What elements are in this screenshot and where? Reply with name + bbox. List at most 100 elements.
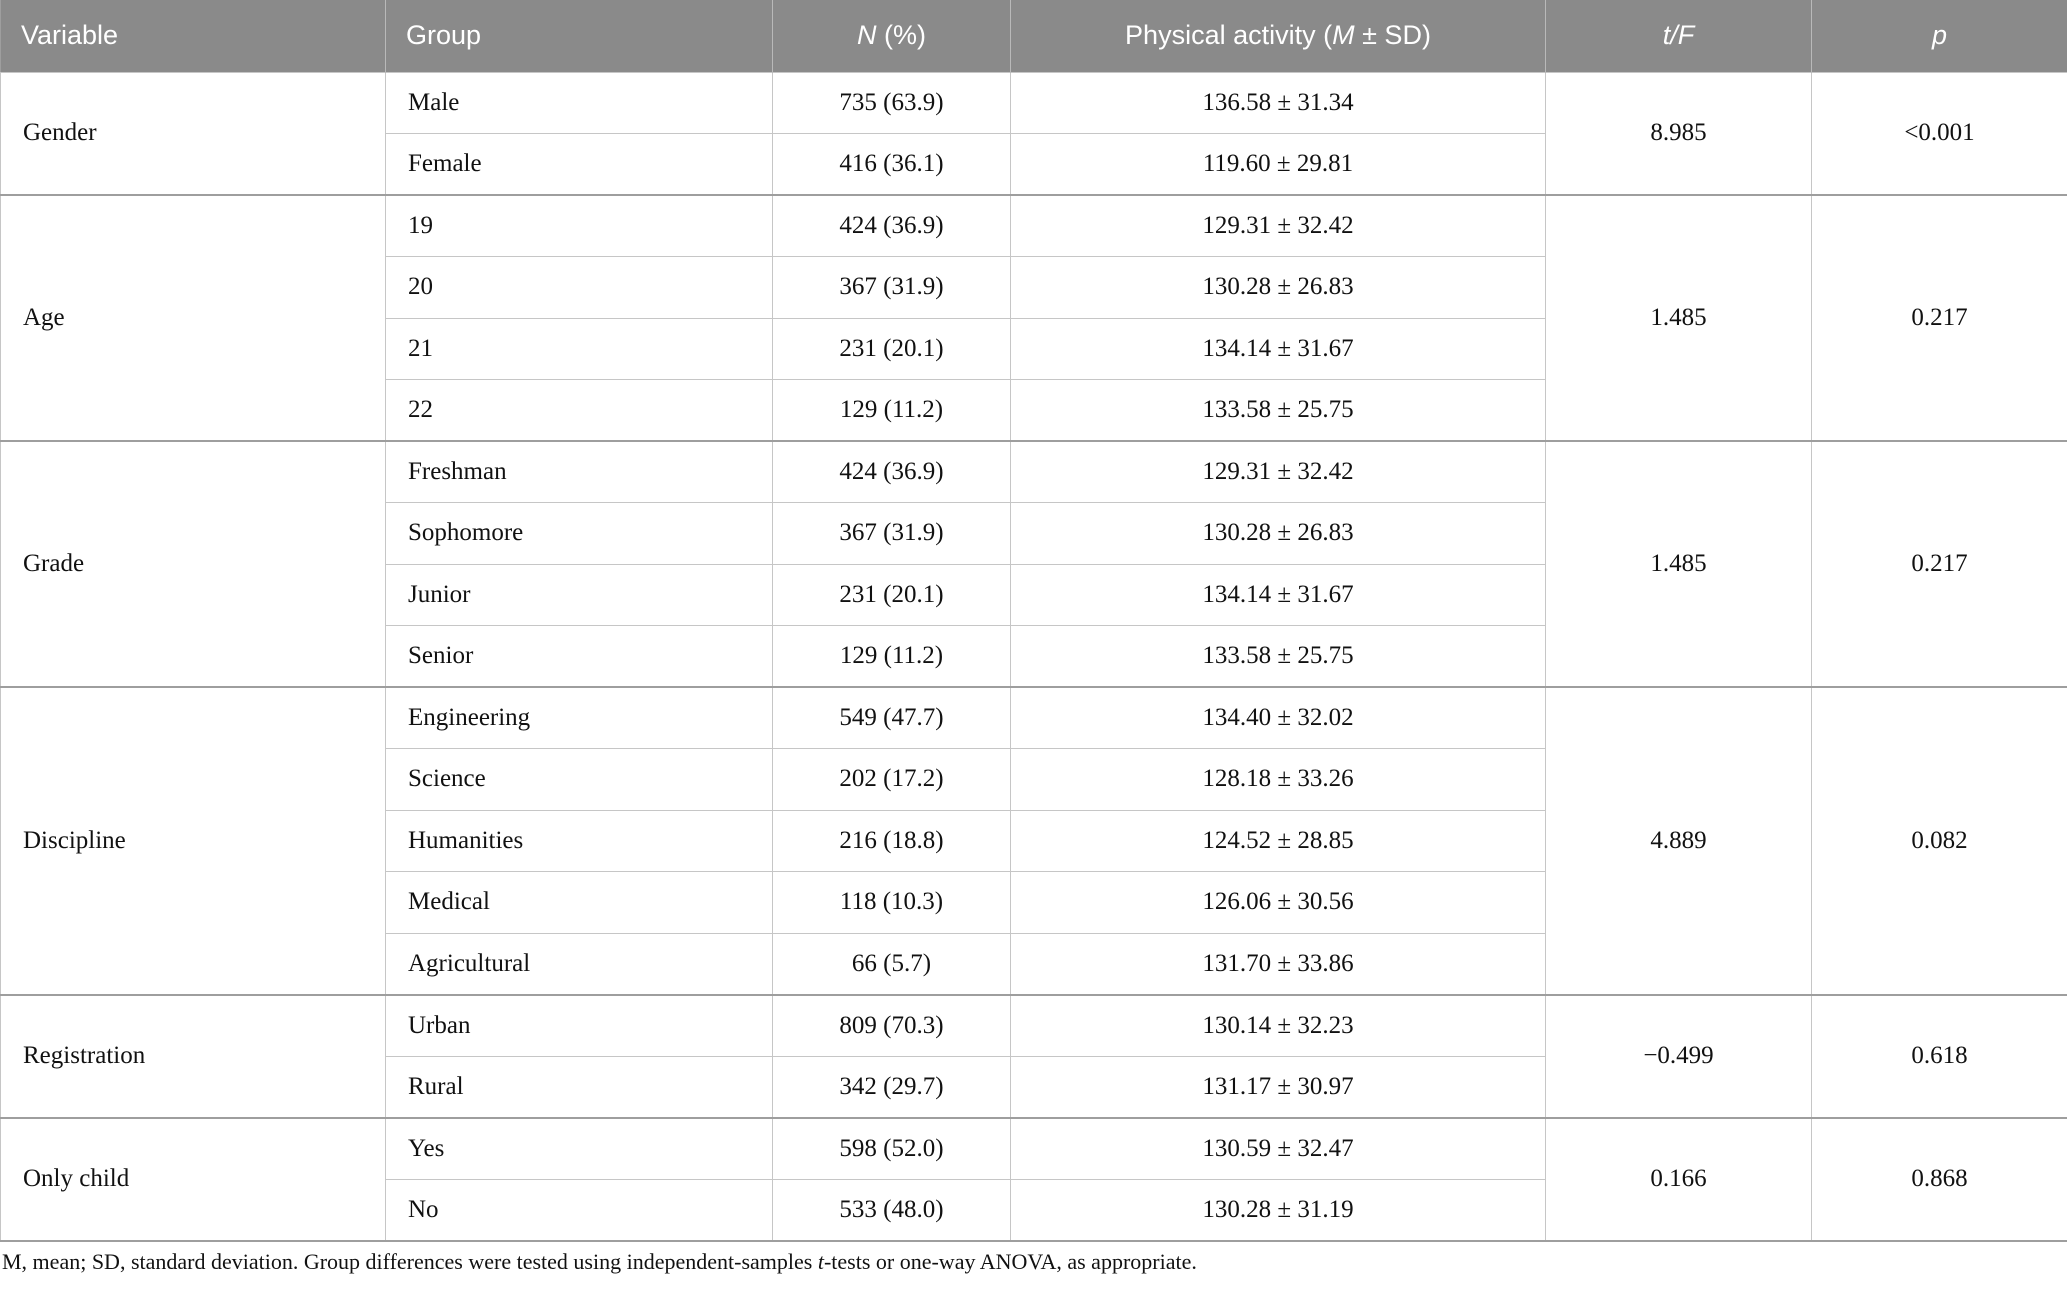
pa-cell: 130.28 ± 31.19	[1010, 1178, 1546, 1242]
col-header-group: Group	[385, 0, 773, 72]
p-cell: 0.217	[1811, 194, 2067, 442]
pa-cell: 130.59 ± 32.47	[1010, 1117, 1546, 1180]
demographics-table: Variable Group N (%) Physical activity (…	[0, 0, 2067, 1242]
table-row: Discipline Engineering 549 (47.7) 134.40…	[0, 686, 2067, 996]
pa-cell: 136.58 ± 31.34	[1010, 71, 1546, 134]
pa-cell: 133.58 ± 25.75	[1010, 379, 1546, 442]
variable-cell-grade: Grade	[0, 440, 386, 688]
pa-cell: 129.31 ± 32.42	[1010, 194, 1546, 257]
group-cell: Junior	[385, 563, 773, 626]
table-row: Rural 342 (29.7) 131.17 ± 30.97	[1, 1055, 2067, 1119]
n-cell: 129 (11.2)	[772, 379, 1011, 442]
table-row: Junior 231 (20.1) 134.14 ± 31.67	[1, 563, 2067, 626]
pa-cell: 131.70 ± 33.86	[1010, 932, 1546, 996]
tf-cell: 0.166	[1545, 1117, 1812, 1242]
pa-cell: 124.52 ± 28.85	[1010, 809, 1546, 872]
group-cell: Rural	[385, 1055, 773, 1119]
pa-cell: 133.58 ± 25.75	[1010, 625, 1546, 688]
variable-cell-age: Age	[0, 194, 386, 442]
col-header-pa-post: ± SD)	[1354, 20, 1431, 51]
group-cell: No	[385, 1178, 773, 1242]
table-row: 20 367 (31.9) 130.28 ± 26.83	[1, 256, 2067, 319]
table-row: Agricultural 66 (5.7) 131.70 ± 33.86	[1, 932, 2067, 996]
col-header-n-symbol: N	[857, 20, 877, 51]
group-cell: 20	[385, 256, 773, 319]
tf-cell: 1.485	[1545, 440, 1812, 688]
tf-cell: 1.485	[1545, 194, 1812, 442]
header-row: Variable Group N (%) Physical activity (…	[0, 0, 2067, 72]
p-cell: 0.217	[1811, 440, 2067, 688]
n-cell: 66 (5.7)	[772, 932, 1011, 996]
n-cell: 367 (31.9)	[772, 502, 1011, 565]
n-cell: 598 (52.0)	[772, 1117, 1011, 1180]
group-cell: Urban	[385, 994, 773, 1057]
pa-cell: 126.06 ± 30.56	[1010, 871, 1546, 934]
table-row: Age 19 424 (36.9) 129.31 ± 32.42 1.485 0…	[0, 194, 2067, 442]
n-cell: 231 (20.1)	[772, 563, 1011, 626]
pa-cell: 134.14 ± 31.67	[1010, 563, 1546, 626]
n-cell: 416 (36.1)	[772, 133, 1011, 196]
n-cell: 424 (36.9)	[772, 194, 1011, 257]
n-cell: 129 (11.2)	[772, 625, 1011, 688]
table-row: Female 416 (36.1) 119.60 ± 29.81	[1, 133, 2067, 196]
n-cell: 118 (10.3)	[772, 871, 1011, 934]
pa-cell: 130.14 ± 32.23	[1010, 994, 1546, 1057]
n-cell: 342 (29.7)	[772, 1055, 1011, 1119]
n-cell: 533 (48.0)	[772, 1178, 1011, 1242]
pa-cell: 130.28 ± 26.83	[1010, 502, 1546, 565]
p-cell: 0.082	[1811, 686, 2067, 996]
table-row: Registration Urban 809 (70.3) 130.14 ± 3…	[0, 994, 2067, 1119]
col-header-n-unit: (%)	[876, 20, 926, 51]
group-cell: Freshman	[385, 440, 773, 503]
group-cell: Sophomore	[385, 502, 773, 565]
table-row: Senior 129 (11.2) 133.58 ± 25.75	[1, 625, 2067, 688]
group-cell: 21	[385, 317, 773, 380]
variable-cell-registration: Registration	[0, 994, 386, 1119]
n-cell: 367 (31.9)	[772, 256, 1011, 319]
col-header-tf: t/F	[1545, 0, 1812, 72]
p-cell: 0.618	[1811, 994, 2067, 1119]
group-cell: Science	[385, 748, 773, 811]
tf-cell: 8.985	[1545, 71, 1812, 196]
variable-cell-discipline: Discipline	[0, 686, 386, 996]
col-header-physical-activity: Physical activity (M ± SD)	[1010, 0, 1546, 72]
footnote-text-pre: M, mean; SD, standard deviation. Group d…	[2, 1248, 818, 1274]
footnote-t-symbol: t	[817, 1248, 824, 1274]
p-cell: 0.868	[1811, 1117, 2067, 1242]
n-cell: 216 (18.8)	[772, 809, 1011, 872]
group-cell: Humanities	[385, 809, 773, 872]
table-row: Science 202 (17.2) 128.18 ± 33.26	[1, 748, 2067, 811]
table-row: Gender Male 735 (63.9) 136.58 ± 31.34 8.…	[0, 71, 2067, 196]
pa-cell: 131.17 ± 30.97	[1010, 1055, 1546, 1119]
pa-cell: 130.28 ± 26.83	[1010, 256, 1546, 319]
footnote-text-post: -tests or one-way ANOVA, as appropriate.	[823, 1248, 1197, 1274]
pa-cell: 134.14 ± 31.67	[1010, 317, 1546, 380]
n-cell: 202 (17.2)	[772, 748, 1011, 811]
col-header-variable: Variable	[0, 0, 386, 72]
pa-cell: 134.40 ± 32.02	[1010, 686, 1546, 749]
table-row: Only child Yes 598 (52.0) 130.59 ± 32.47…	[0, 1117, 2067, 1242]
pa-cell: 129.31 ± 32.42	[1010, 440, 1546, 503]
n-cell: 735 (63.9)	[772, 71, 1011, 134]
col-header-p: p	[1811, 0, 2067, 72]
group-cell: Male	[385, 71, 773, 134]
group-cell: Medical	[385, 871, 773, 934]
col-header-pa-pre: Physical activity (	[1125, 20, 1333, 51]
group-cell: Female	[385, 133, 773, 196]
table-row: No 533 (48.0) 130.28 ± 31.19	[1, 1178, 2067, 1242]
n-cell: 809 (70.3)	[772, 994, 1011, 1057]
n-cell: 549 (47.7)	[772, 686, 1011, 749]
table-row: Grade Freshman 424 (36.9) 129.31 ± 32.42…	[0, 440, 2067, 688]
col-header-n: N (%)	[772, 0, 1011, 72]
group-cell: Engineering	[385, 686, 773, 749]
group-cell: Yes	[385, 1117, 773, 1180]
tf-cell: −0.499	[1545, 994, 1812, 1119]
group-cell: 19	[385, 194, 773, 257]
table-row: 21 231 (20.1) 134.14 ± 31.67	[1, 317, 2067, 380]
group-cell: Senior	[385, 625, 773, 688]
table-row: Humanities 216 (18.8) 124.52 ± 28.85	[1, 809, 2067, 872]
pa-cell: 128.18 ± 33.26	[1010, 748, 1546, 811]
group-cell: Agricultural	[385, 932, 773, 996]
table-footnote: M, mean; SD, standard deviation. Group d…	[0, 1249, 2067, 1275]
